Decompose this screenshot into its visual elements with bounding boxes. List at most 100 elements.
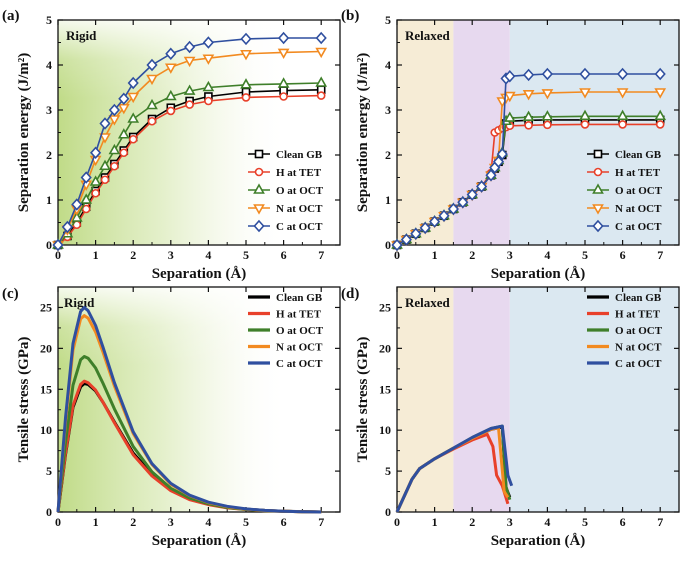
- legend-item: H at TET: [248, 167, 322, 179]
- data-point: [146, 58, 158, 72]
- data-point: [240, 32, 252, 46]
- x-tick-label: 2: [130, 248, 136, 262]
- x-tick-label: 5: [243, 515, 249, 529]
- data-point: [164, 63, 177, 74]
- data-point: [315, 31, 327, 45]
- data-point: [165, 47, 177, 60]
- x-tick-label: 5: [243, 248, 249, 262]
- series-h-at-tet: [53, 91, 326, 250]
- x-tick-label: 2: [469, 248, 475, 262]
- data-point: [108, 143, 121, 155]
- data-point: [202, 80, 215, 92]
- x-tick-label: 6: [281, 515, 287, 529]
- chart-panel-a: 0 1 2 3 4 5 6 7 0 1 2 3 4 5 Separation (Å) Separation e…: [2, 8, 341, 282]
- y-tick-label: 15: [379, 382, 391, 396]
- data-point: [492, 155, 505, 168]
- legend-label: C at OCT: [615, 221, 662, 233]
- y-tick-label: 25: [40, 300, 52, 314]
- legend-label: N at OCT: [615, 342, 662, 354]
- legend-item: C at OCT: [248, 358, 323, 370]
- data-point: [579, 67, 591, 81]
- x-tick-label: 3: [168, 248, 174, 262]
- y-tick-label: 20: [379, 341, 391, 355]
- y-tick-label: 2: [46, 148, 52, 162]
- panel-label: (a): [2, 8, 20, 24]
- x-tick-label: 1: [93, 248, 99, 262]
- legend-item: H at TET: [587, 167, 661, 179]
- data-point: [146, 98, 158, 110]
- data-point: [504, 70, 516, 83]
- background-region-0: [397, 287, 454, 512]
- data-point: [466, 188, 478, 201]
- y-axis-label: Separation energy (J/m²): [355, 53, 371, 212]
- x-tick-label: 1: [432, 515, 438, 529]
- legend-label: C at OCT: [276, 221, 323, 233]
- data-point: [400, 233, 412, 246]
- legend-label: C at OCT: [615, 358, 662, 370]
- x-tick-label: 7: [657, 515, 663, 529]
- data-point: [110, 161, 119, 171]
- panel-title: Relaxed: [405, 295, 451, 310]
- legend-item: N at OCT: [587, 342, 662, 354]
- data-point: [202, 54, 215, 65]
- data-point: [278, 31, 290, 45]
- data-point: [240, 49, 252, 61]
- series-o-at-oct: [52, 76, 328, 249]
- data-point: [541, 110, 554, 121]
- x-tick-label: 3: [507, 248, 513, 262]
- series-c-at-oct: [395, 424, 514, 513]
- legend-label: N at OCT: [276, 203, 323, 215]
- x-tick-label: 7: [318, 515, 324, 529]
- x-tick-label: 6: [620, 515, 626, 529]
- data-point: [541, 67, 553, 81]
- legend-item: N at OCT: [587, 203, 662, 215]
- x-tick-label: 6: [620, 248, 626, 262]
- data-point: [476, 180, 488, 193]
- legend-marker: [254, 167, 264, 177]
- legend-item: H at TET: [587, 309, 661, 321]
- data-point: [183, 56, 196, 68]
- y-axis-label: Separation energy (J/m²): [16, 53, 32, 212]
- y-tick-label: 3: [46, 103, 52, 117]
- legend-label: Clean GB: [615, 149, 662, 161]
- legend-item: Clean GB: [248, 292, 323, 304]
- data-point: [204, 96, 213, 106]
- data-point: [391, 238, 403, 252]
- y-axis-label: Tensile stress (GPa): [16, 337, 32, 463]
- data-point: [579, 88, 591, 99]
- series-line: [57, 82, 322, 246]
- y-tick-label: 25: [379, 300, 391, 314]
- x-tick-label: 3: [507, 515, 513, 529]
- panel-title: Relaxed: [405, 28, 451, 43]
- data-point: [616, 88, 629, 99]
- data-point: [146, 74, 158, 86]
- series-line: [56, 306, 322, 514]
- data-point: [241, 93, 251, 102]
- legend-item: N at OCT: [248, 342, 323, 354]
- legend-item: H at TET: [248, 309, 322, 321]
- y-tick-label: 4: [385, 58, 391, 72]
- x-tick-label: 0: [55, 515, 61, 529]
- data-point: [71, 198, 83, 211]
- chart-panel-b: 0 1 2 3 4 5 6 7 0 1 2 3 4 5 Separation (Å) Separation e…: [341, 8, 680, 282]
- legend-label: O at OCT: [276, 325, 324, 337]
- data-point: [618, 120, 627, 129]
- legend-item: N at OCT: [248, 203, 323, 215]
- data-point: [100, 175, 110, 185]
- data-point: [438, 209, 450, 222]
- legend-label: H at TET: [615, 167, 661, 179]
- data-point: [617, 67, 629, 81]
- series-c-at-oct: [52, 31, 327, 252]
- data-point: [52, 238, 64, 252]
- data-point: [127, 112, 140, 123]
- x-axis-label: Separation (Å): [491, 533, 586, 549]
- data-point: [117, 128, 130, 139]
- data-point: [164, 89, 177, 101]
- data-point: [61, 220, 73, 234]
- background-region-0: [397, 20, 454, 245]
- legend-item: O at OCT: [248, 183, 324, 197]
- legend: Clean GB H at TET O at OCT N at OCT C at OCT: [248, 292, 324, 370]
- x-tick-label: 3: [168, 515, 174, 529]
- legend-label: N at OCT: [276, 342, 323, 354]
